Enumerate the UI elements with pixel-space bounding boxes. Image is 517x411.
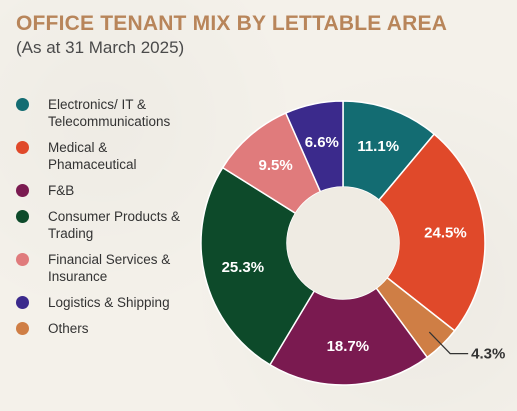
slice-label: 4.3% <box>471 346 505 363</box>
legend-item: Others <box>16 320 213 337</box>
legend-label: Others <box>48 321 89 336</box>
legend-swatch <box>16 210 29 223</box>
legend-label: Consumer Products & Trading <box>48 209 181 241</box>
legend-label: Electronics/ IT & Telecommunications <box>48 97 171 129</box>
legend-item: Consumer Products & Trading <box>16 208 213 242</box>
legend-swatch <box>16 296 29 309</box>
legend-swatch <box>16 253 29 266</box>
legend-swatch <box>16 184 29 197</box>
donut-hole <box>287 187 399 299</box>
slice-label: 9.5% <box>259 157 293 174</box>
slice-label: 11.1% <box>357 138 399 155</box>
slice-label: 25.3% <box>222 259 265 276</box>
legend-label: Financial Services & Insurance <box>48 252 171 284</box>
legend-label: F&B <box>48 183 75 198</box>
slice-label: 18.7% <box>327 338 370 355</box>
chart-subtitle: (As at 31 March 2025) <box>16 38 185 57</box>
legend-swatch <box>16 141 29 154</box>
legend-swatch <box>16 322 29 335</box>
legend-item: F&B <box>16 182 213 199</box>
leader-line <box>428 331 469 355</box>
legend-swatch <box>16 98 29 111</box>
slice-label: 6.6% <box>305 134 339 151</box>
chart-title: OFFICE TENANT MIX BY LETTABLE AREA <box>16 12 448 35</box>
legend-item: Electronics/ IT & Telecommunications <box>16 96 213 130</box>
slice-label: 24.5% <box>424 224 467 241</box>
legend-label: Logistics & Shipping <box>48 295 170 310</box>
legend-item: Medical & Phamaceutical <box>16 139 213 173</box>
legend-label: Medical & Phamaceutical <box>48 140 137 172</box>
legend-item: Financial Services & Insurance <box>16 251 213 285</box>
legend-item: Logistics & Shipping <box>16 294 213 311</box>
